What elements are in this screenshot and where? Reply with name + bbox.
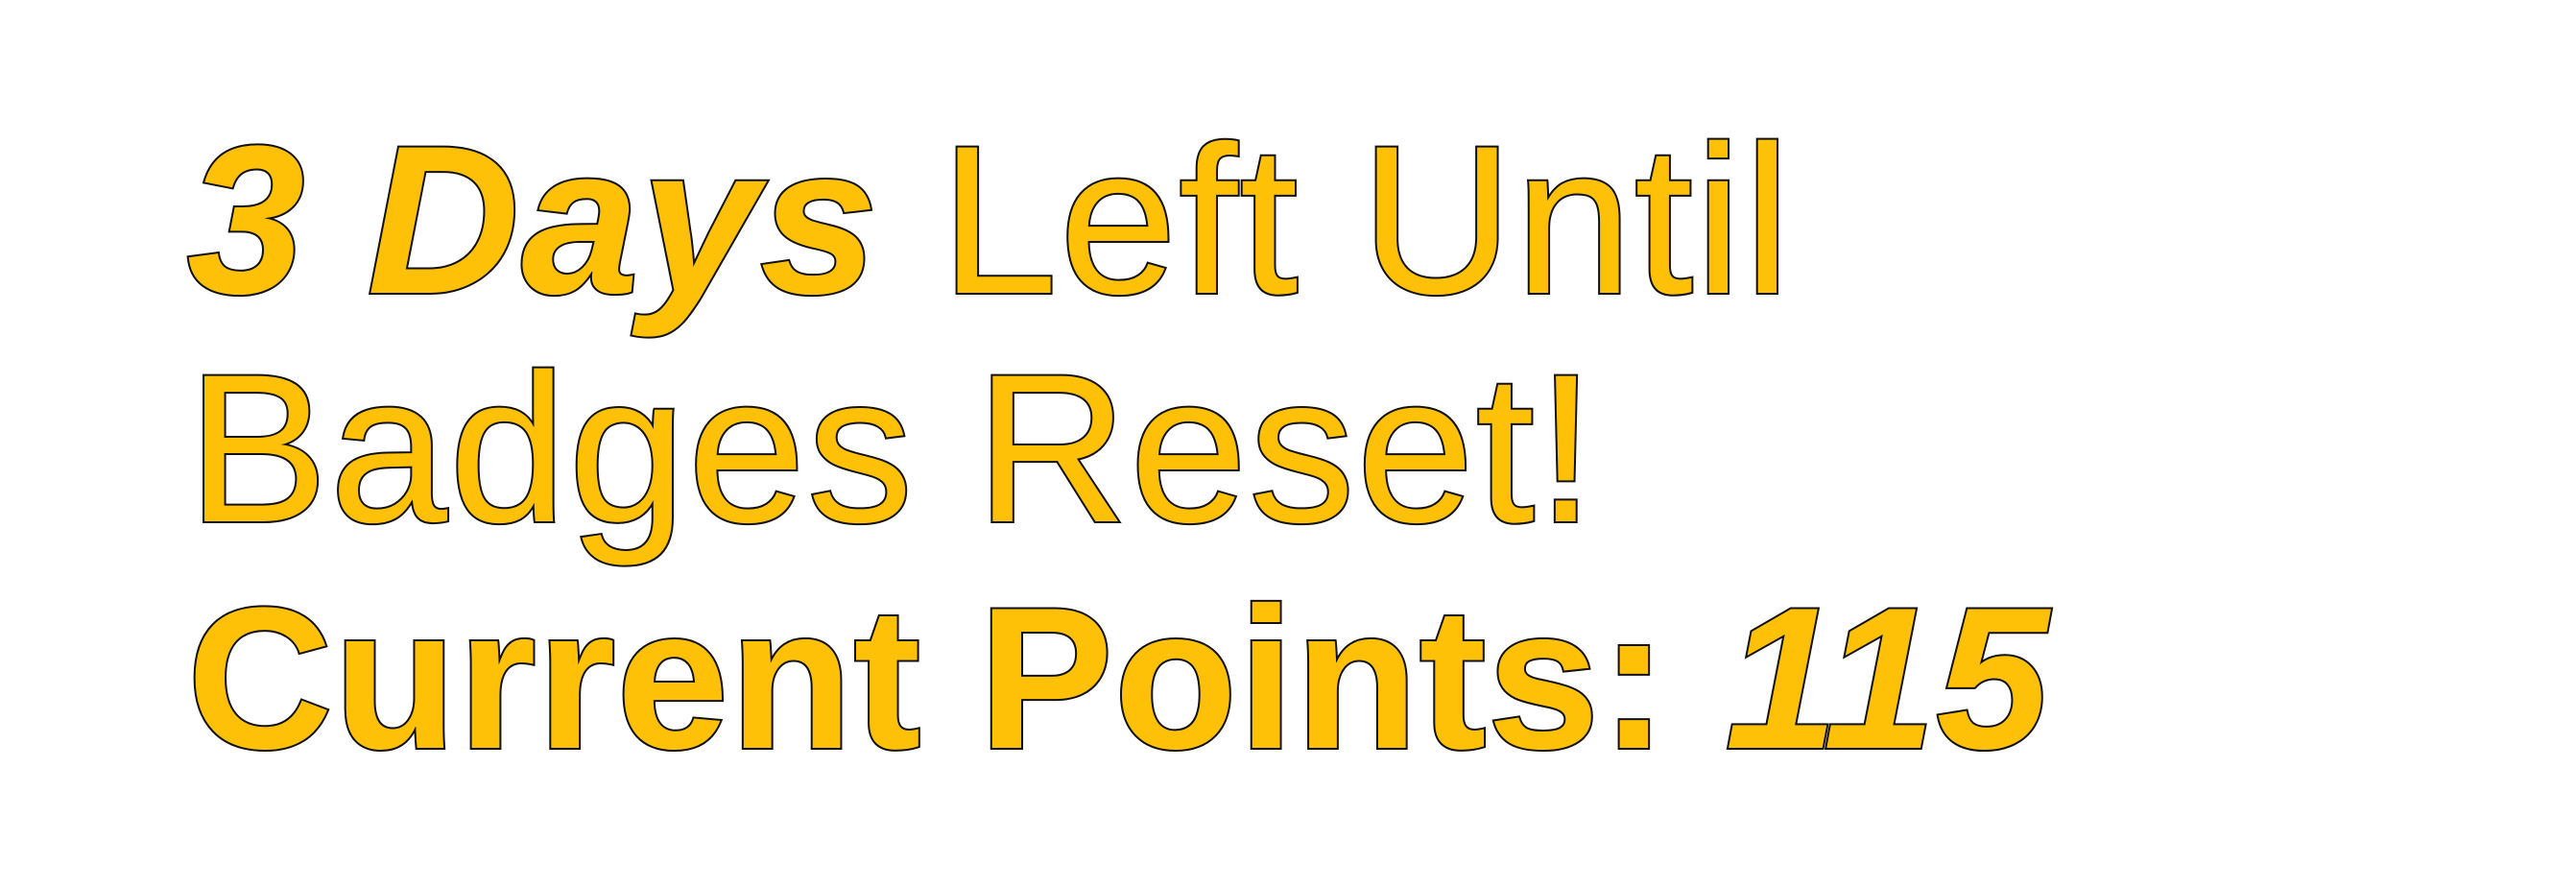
badge-reset-countdown: 3 Days Left Until Badges Reset!: [185, 104, 2548, 564]
points-value: 115: [1724, 565, 2051, 791]
countdown-message: Left Until Badges Reset!: [185, 102, 1793, 566]
points-label: Current Points:: [185, 565, 1726, 791]
days-remaining: 3 Days: [185, 102, 880, 338]
current-points: Current Points: 115: [185, 576, 2050, 781]
